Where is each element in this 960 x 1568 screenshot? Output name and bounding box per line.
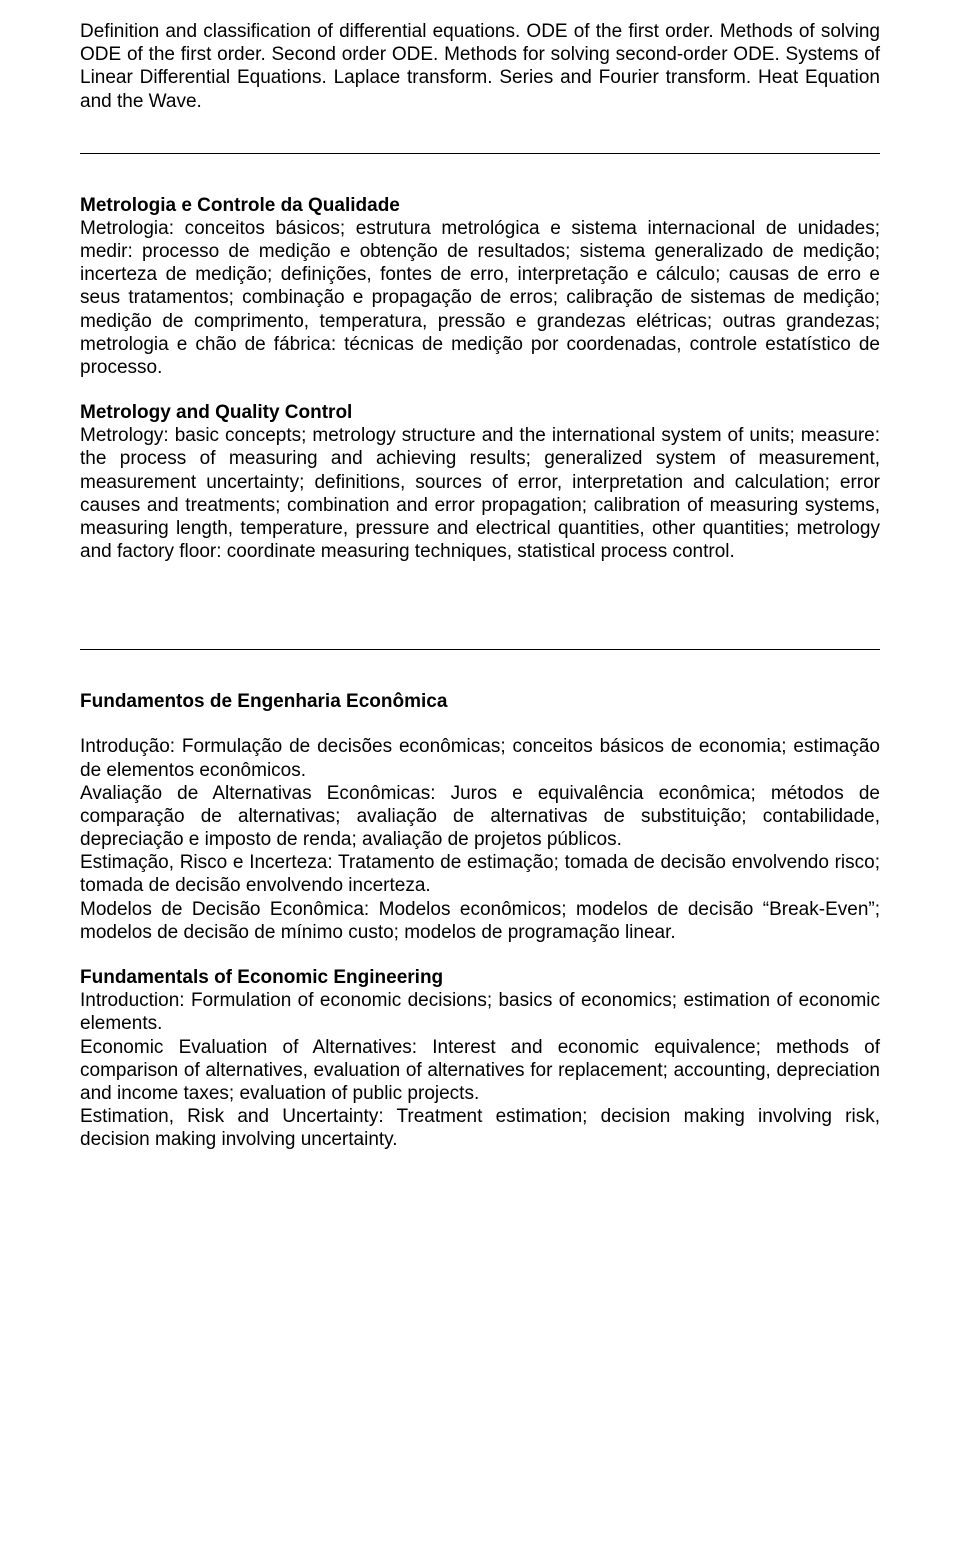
metrology-en-heading: Metrology and Quality Control	[80, 401, 880, 424]
metrology-pt-heading: Metrologia e Controle da Qualidade	[80, 194, 880, 217]
econ-pt-p1: Introdução: Formulação de decisões econô…	[80, 735, 880, 781]
econ-pt-p4: Modelos de Decisão Econômica: Modelos ec…	[80, 898, 880, 944]
econ-en-heading: Fundamentals of Economic Engineering	[80, 966, 880, 989]
metrology-pt-block: Metrologia e Controle da Qualidade Metro…	[80, 194, 880, 379]
intro-paragraph: Definition and classification of differe…	[80, 20, 880, 113]
econ-en-p2: Economic Evaluation of Alternatives: Int…	[80, 1036, 880, 1106]
econ-en-p1: Introduction: Formulation of economic de…	[80, 989, 880, 1035]
econ-pt-heading: Fundamentos de Engenharia Econômica	[80, 690, 880, 713]
econ-pt-body-block: Introdução: Formulação de decisões econô…	[80, 735, 880, 944]
metrology-en-block: Metrology and Quality Control Metrology:…	[80, 401, 880, 563]
econ-pt-p2: Avaliação de Alternativas Econômicas: Ju…	[80, 782, 880, 852]
econ-en-block: Fundamentals of Economic Engineering Int…	[80, 966, 880, 1151]
metrology-en-body: Metrology: basic concepts; metrology str…	[80, 424, 880, 563]
document-page: Definition and classification of differe…	[0, 0, 960, 1213]
econ-en-p3: Estimation, Risk and Uncertainty: Treatm…	[80, 1105, 880, 1151]
section-divider	[80, 649, 880, 650]
spacer	[80, 585, 880, 609]
section-divider	[80, 153, 880, 154]
metrology-pt-body: Metrologia: conceitos básicos; estrutura…	[80, 217, 880, 379]
econ-pt-p3: Estimação, Risco e Incerteza: Tratamento…	[80, 851, 880, 897]
